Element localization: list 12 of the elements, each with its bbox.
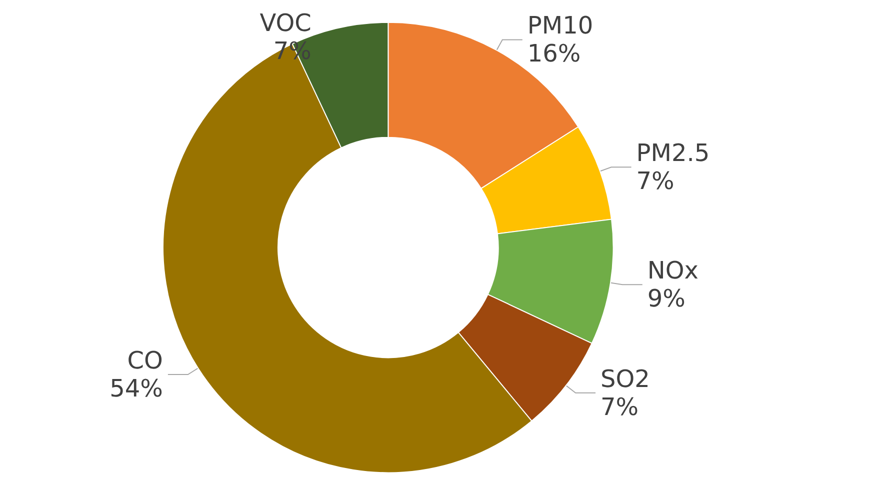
data-label: 16% — [527, 40, 581, 68]
data-label: 9% — [647, 284, 686, 313]
data-label: 54% — [110, 374, 163, 403]
slice-label: PM10 — [527, 12, 594, 40]
data-label: 7% — [273, 37, 312, 65]
slice-label: NOx — [647, 256, 698, 285]
slice-label: SO2 — [600, 364, 650, 393]
slice-label: PM2.5 — [636, 139, 710, 168]
slice-label: VOC — [260, 9, 312, 37]
data-label: 7% — [636, 167, 674, 196]
slice-label: CO — [127, 346, 163, 375]
data-label: 7% — [600, 392, 639, 421]
